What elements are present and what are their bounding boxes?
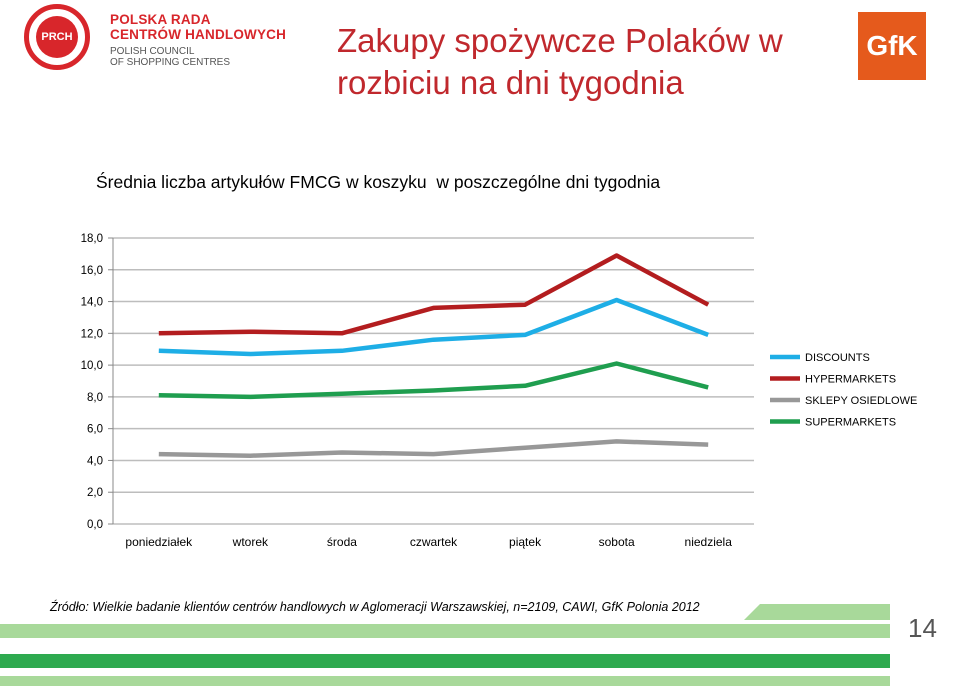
source-note: Źródło: Wielkie badanie klientów centrów… <box>50 600 700 614</box>
chart-title: Średnia liczba artykułów FMCG w koszyku … <box>96 172 661 192</box>
x-tick-label: poniedziałek <box>125 535 193 549</box>
y-tick-label: 14,0 <box>81 297 103 309</box>
y-tick-label: 12,0 <box>81 328 103 340</box>
chart-series <box>158 253 710 458</box>
y-tick-label: 18,0 <box>81 233 103 245</box>
x-tick-label: środa <box>327 535 357 549</box>
legend-label: DISCOUNTS <box>805 352 870 364</box>
chart-gridlines <box>108 237 754 525</box>
footer-bar-dark <box>0 654 890 668</box>
footer-bar-light <box>0 624 890 638</box>
prch-logo-circle: PRCH <box>24 4 90 70</box>
prch-logo-english-name: POLISH COUNCIL OF SHOPPING CENTRES <box>110 46 231 68</box>
y-tick-label: 10,0 <box>81 360 103 372</box>
prch-logo: PRCH POLSKA RADA CENTRÓW HANDLOWYCH POLI… <box>24 4 314 76</box>
series-line-hypermarkets <box>158 253 710 336</box>
y-tick-label: 2,0 <box>87 487 103 499</box>
chart-legend: DISCOUNTS HYPERMARKETS SKLEPY OSIEDLOWE SUP… <box>770 352 917 429</box>
footer-bar-accent <box>744 604 890 620</box>
prch-logo-name: POLSKA RADA CENTRÓW HANDLOWYCH <box>110 12 287 42</box>
x-tick-label: piątek <box>509 535 542 549</box>
series-line-sklepy-osiedlowe <box>158 439 709 458</box>
series-line-supermarkets <box>158 361 709 400</box>
footer-decoration <box>0 604 890 686</box>
gfk-logo: GfK <box>858 12 926 80</box>
footer-bar-light-lower <box>0 676 890 686</box>
y-tick-label: 16,0 <box>81 265 103 277</box>
y-tick-label: 0,0 <box>87 519 103 531</box>
x-tick-label: niedziela <box>685 535 733 549</box>
y-tick-label: 4,0 <box>87 455 103 467</box>
y-axis-tick-labels: 0,0 2,0 4,0 6,0 8,0 10,0 12,0 14,0 16,0 18,0 <box>81 233 103 531</box>
legend-label: HYPERMARKETS <box>805 374 896 386</box>
y-tick-label: 6,0 <box>87 424 103 436</box>
y-tick-label: 8,0 <box>87 392 103 404</box>
x-axis-tick-labels: poniedziałek wtorek środa czwartek piątek sob… <box>125 535 732 549</box>
x-tick-label: wtorek <box>232 535 269 549</box>
prch-logo-mark: PRCH <box>36 16 78 58</box>
page-title: Zakupy spożywcze Polaków w rozbiciu na d… <box>337 22 783 101</box>
legend-label: SKLEPY OSIEDLOWE <box>805 395 917 407</box>
legend-label: SUPERMARKETS <box>805 417 896 429</box>
series-line-discounts <box>158 297 710 357</box>
page-number: 14 <box>908 613 937 643</box>
x-tick-label: sobota <box>599 535 635 549</box>
x-tick-label: czwartek <box>410 535 458 549</box>
